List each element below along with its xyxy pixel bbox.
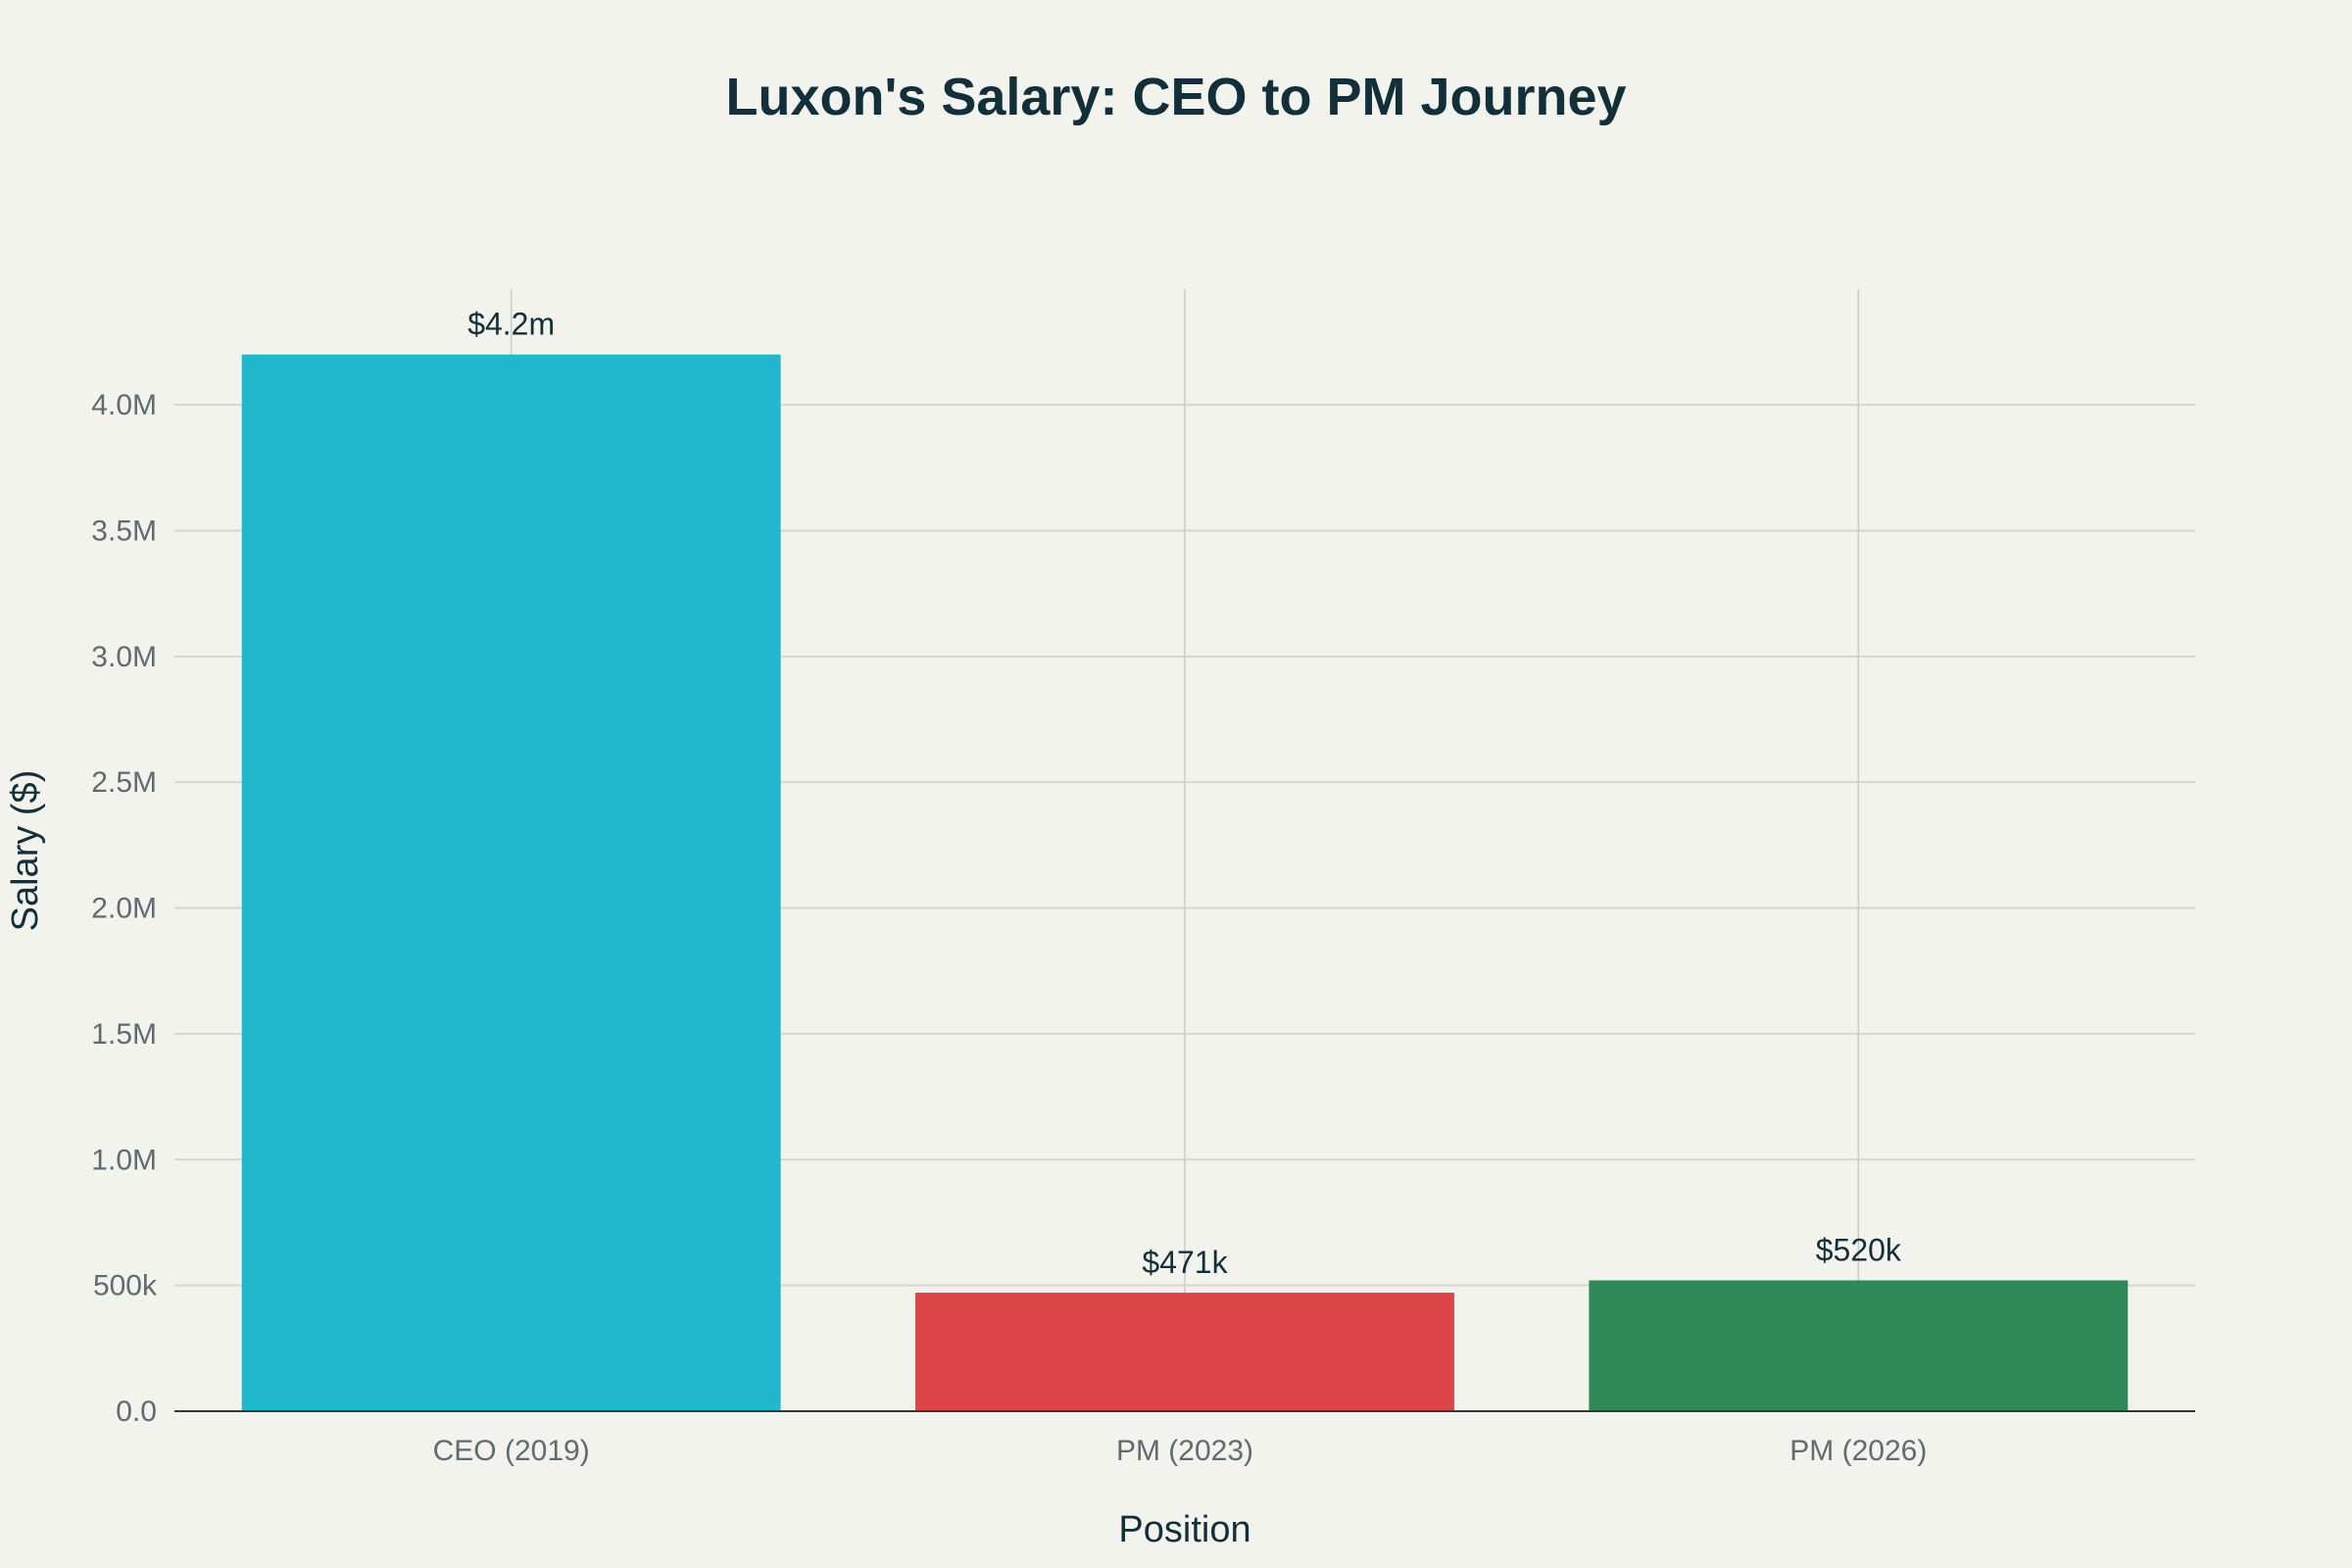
x-tick-label: PM (2023) <box>1116 1435 1253 1467</box>
y-tick-label: 0.0 <box>116 1396 157 1428</box>
y-tick-label: 2.5M <box>91 766 157 799</box>
bar-value-label: $520k <box>1816 1233 1902 1268</box>
x-tick-label: PM (2026) <box>1789 1435 1927 1467</box>
x-tick-label: CEO (2019) <box>433 1435 590 1467</box>
y-axis-title: Salary ($) <box>5 770 46 932</box>
chart-title: Luxon's Salary: CEO to PM Journey <box>725 68 1626 126</box>
bar <box>241 354 781 1411</box>
y-tick-label: 1.0M <box>91 1144 157 1176</box>
y-tick-label: 1.5M <box>91 1018 157 1051</box>
bar <box>915 1293 1454 1411</box>
y-tick-label: 3.0M <box>91 641 157 673</box>
y-tick-label: 4.0M <box>91 389 157 421</box>
y-tick-label: 500k <box>93 1270 158 1302</box>
bar-value-label: $4.2m <box>467 307 555 342</box>
y-tick-label: 2.0M <box>91 893 157 925</box>
label-layer: 0.0 500k 1.0M 1.5M 2.0M 2.5M 3.0M 3.5M 4.0M $4.2m… <box>91 307 1927 1467</box>
bar-value-label: $471k <box>1142 1245 1228 1280</box>
bar-layer <box>241 354 2129 1411</box>
x-axis-title: Position <box>1118 1509 1250 1550</box>
bar <box>1589 1280 2129 1411</box>
y-tick-label: 3.5M <box>91 514 157 547</box>
